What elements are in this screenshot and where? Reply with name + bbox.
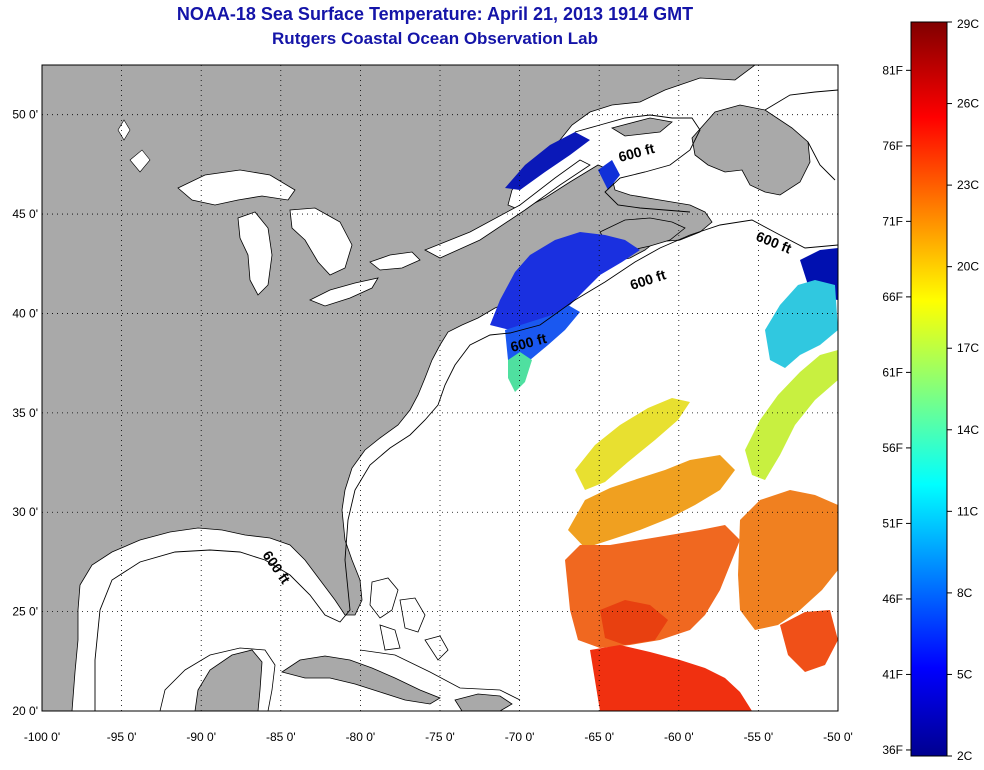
land-hispaniola [454,693,513,711]
x-tick-label: -85 0' [266,730,296,744]
bahamas-outline [369,577,449,661]
x-tick-label: -55 0' [744,730,774,744]
colorbar-label-f: 56F [882,441,903,455]
isobath-600ft-laurentian [574,114,701,213]
st-lawrence-channel [424,159,591,259]
y-tick-label: 50 0' [12,108,38,122]
x-tick-label: -90 0' [186,730,216,744]
y-tick-label: 40 0' [12,306,38,320]
lake-erie [309,277,379,307]
colorbar-label-f: 41F [882,667,903,681]
sst-east-orange [738,490,838,630]
sst-gulf-of-maine [490,232,640,330]
land-north-america [42,65,756,711]
land-cuba [281,655,441,705]
y-tick-label: 25 0' [12,605,38,619]
y-tick-label: 30 0' [12,505,38,519]
colorbar-label-f: 71F [882,214,903,228]
colorbar-label-c: 11C [957,504,978,518]
colorbar [910,21,948,757]
x-axis-ticks: -100 0' -95 0' -90 0' -85 0' -80 0' -75 0' -70… [24,730,853,744]
colorbar-celsius-labels: 29C 26C 23C 20C 17C 14C 11C 8C 5C 2C [947,17,979,763]
lake-superior [177,169,296,206]
y-tick-label: 45 0' [12,207,38,221]
map-title: NOAA-18 Sea Surface Temperature: April 2… [176,4,694,24]
colorbar-label-f: 66F [882,290,903,304]
colorbar-label-c: 2C [957,749,973,763]
sst-east-cyan [765,280,838,368]
colorbar-label-c: 23C [957,178,979,192]
colorbar-label-f: 76F [882,139,903,153]
land-anticosti [610,117,673,137]
sst-st-lawrence [505,132,590,190]
isobath-600ft-gulf [94,549,351,711]
map-frame [41,64,839,712]
colorbar-label-c: 8C [957,586,973,600]
y-axis-ticks: 20 0' 25 0' 30 0' 35 0' 40 0' 45 0' 50 0' [12,108,38,718]
colorbar-label-c: 17C [957,341,979,355]
colorbar-label-c: 29C [957,17,979,31]
sst-slope-yellow [745,350,838,480]
x-tick-label: -95 0' [107,730,137,744]
y-tick-label: 35 0' [12,406,38,420]
y-tick-label: 20 0' [12,704,38,718]
sst-mid-yellow [575,398,690,490]
colorbar-label-f: 51F [882,516,903,530]
map-subtitle: Rutgers Coastal Ocean Observation Lab [272,29,598,48]
colorbar-label-f: 61F [882,365,903,379]
lake-winnipeg [117,119,151,173]
colorbar-fahrenheit-labels: 81F 76F 71F 66F 61F 56F 51F 46F 41F 36F [882,63,911,757]
lake-ontario [369,251,421,271]
sst-st-lawrence-2 [598,160,620,190]
x-tick-label: -75 0' [425,730,455,744]
isobath-600ft-newfoundland [764,89,838,181]
isobath-600ft-atlantic [344,219,838,561]
x-tick-label: -50 0' [823,730,853,744]
colorbar-label-f: 81F [882,63,903,77]
x-tick-label: -80 0' [346,730,376,744]
lake-huron [289,207,353,276]
colorbar-label-c: 5C [957,667,973,681]
x-tick-label: -100 0' [24,730,60,744]
sst-southeast-red [590,645,752,711]
x-tick-label: -65 0' [584,730,614,744]
x-tick-label: -70 0' [505,730,535,744]
land-newfoundland [691,104,811,196]
colorbar-label-c: 26C [957,97,979,111]
colorbar-label-f: 36F [882,743,903,757]
x-tick-label: -60 0' [664,730,694,744]
sst-far-east-red [780,610,838,672]
sst-shelf-green [508,352,532,392]
lake-michigan [237,211,273,296]
colorbar-label-c: 14C [957,423,979,437]
land-yucatan [194,649,263,711]
colorbar-label-c: 20C [957,260,979,274]
sst-mid-orange [568,455,735,548]
isobath-600ft-caribbean [159,647,521,711]
colorbar-label-f: 46F [882,592,903,606]
